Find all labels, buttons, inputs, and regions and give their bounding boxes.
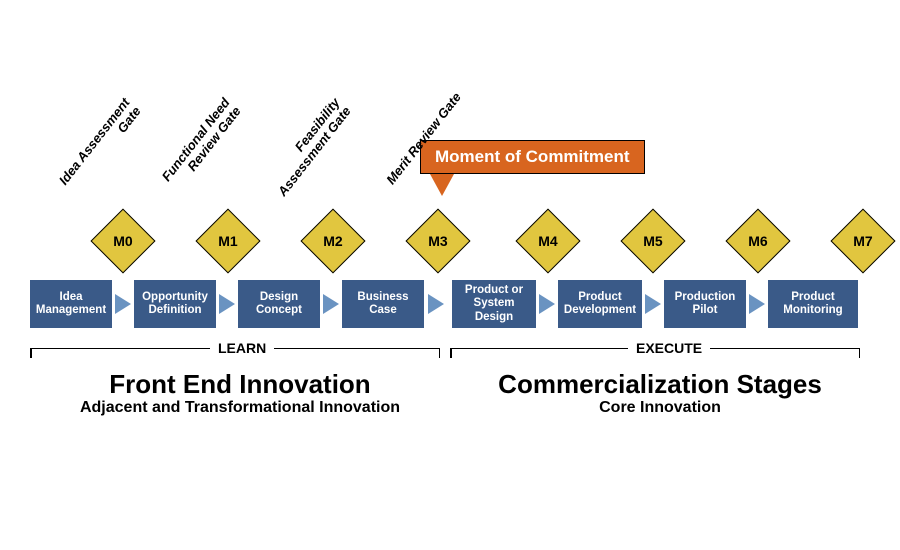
execute-label: EXECUTE: [628, 340, 710, 356]
milestone-diamond: M6: [725, 208, 790, 273]
moment-of-commitment-callout: Moment of Commitment: [420, 140, 645, 174]
arrow-icon: [219, 294, 235, 314]
arrow-icon: [428, 294, 444, 314]
stage-box: ProductDevelopment: [558, 280, 642, 328]
callout-arrow-icon: [430, 174, 454, 196]
stage-box: ProductMonitoring: [768, 280, 858, 328]
stage-box: Product orSystemDesign: [452, 280, 536, 328]
front-end-phase: Front End Innovation Adjacent and Transf…: [60, 370, 420, 417]
arrow-icon: [115, 294, 131, 314]
milestone-diamond: M2: [300, 208, 365, 273]
milestone-diamond: M0: [90, 208, 155, 273]
gate-label: FeasibilityAssessment Gate: [245, 96, 354, 224]
phase-title-text: Commercialization Stages: [470, 370, 850, 399]
milestone-diamond: M4: [515, 208, 580, 273]
diagram-canvas: Moment of Commitment Idea AssessmentGate…: [0, 0, 900, 550]
gate-label: Idea AssessmentGate: [35, 96, 144, 224]
stage-box: ProductionPilot: [664, 280, 746, 328]
milestone-diamond: M1: [195, 208, 260, 273]
commercialization-phase: Commercialization Stages Core Innovation: [470, 370, 850, 417]
gate-label: Functional NeedReview Gate: [135, 96, 244, 224]
phase-title-text: Front End Innovation: [60, 370, 420, 399]
phase-subtitle-text: Adjacent and Transformational Innovation: [60, 399, 420, 417]
arrow-icon: [645, 294, 661, 314]
milestone-diamond: M3: [405, 208, 470, 273]
phase-subtitle-text: Core Innovation: [470, 399, 850, 417]
arrow-icon: [749, 294, 765, 314]
stage-box: BusinessCase: [342, 280, 424, 328]
stage-box: DesignConcept: [238, 280, 320, 328]
learn-label: LEARN: [210, 340, 274, 356]
milestone-diamond: M5: [620, 208, 685, 273]
callout-text: Moment of Commitment: [435, 147, 630, 166]
stage-box: OpportunityDefinition: [134, 280, 216, 328]
stage-box: IdeaManagement: [30, 280, 112, 328]
arrow-icon: [323, 294, 339, 314]
arrow-icon: [539, 294, 555, 314]
milestone-diamond: M7: [830, 208, 895, 273]
